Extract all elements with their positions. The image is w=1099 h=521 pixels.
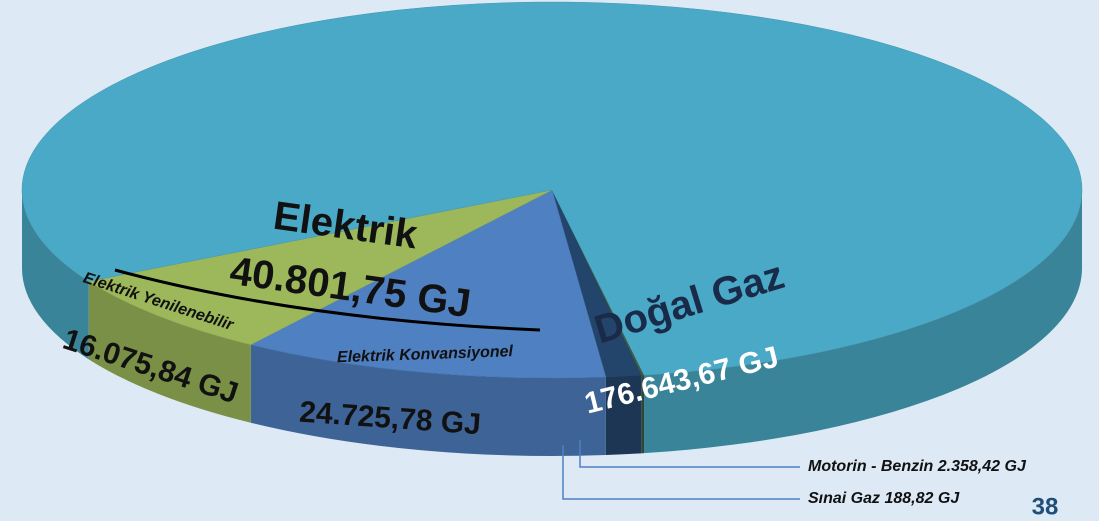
slice — [21, 1, 1083, 376]
value-label: 188,82 GJ — [884, 490, 960, 507]
slice — [88, 189, 553, 345]
value-label: 2.358,42 GJ — [937, 458, 1027, 475]
group-arc — [114, 268, 541, 332]
page-number: 38 — [1032, 493, 1059, 520]
slice-side — [88, 281, 251, 423]
slice-label: Motorin - Benzin 2.358,42 GJ — [808, 458, 1027, 475]
slice-side — [641, 375, 645, 454]
slice — [250, 189, 607, 379]
slice-label: Sınai Gaz 188,82 GJ — [808, 490, 960, 507]
leader-line — [562, 445, 800, 500]
leader-line — [579, 440, 800, 468]
slice-side — [605, 375, 642, 456]
category-label: Elektrik Konvansiyonel — [337, 343, 514, 366]
category-label: Sınai Gaz — [808, 490, 880, 507]
slice-side — [250, 344, 606, 456]
category-label: Motorin - Benzin — [808, 458, 934, 475]
slice-side — [22, 190, 89, 360]
slice-side — [644, 190, 1082, 454]
